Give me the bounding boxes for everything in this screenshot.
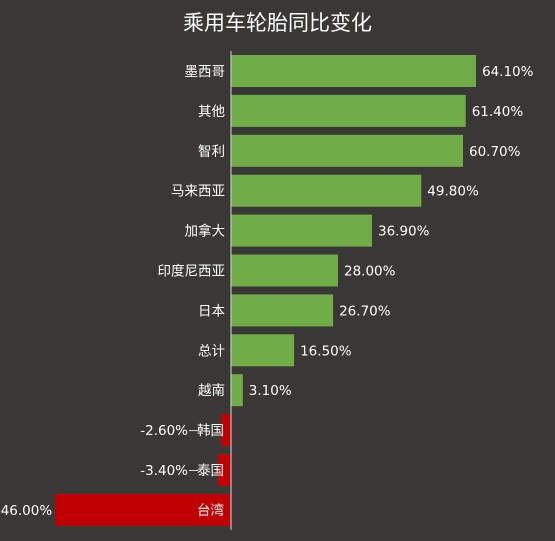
bar-1	[231, 94, 466, 127]
value-label-5: 28.00%	[344, 264, 396, 280]
bar-0	[231, 55, 476, 87]
category-label-11: 台湾	[197, 502, 224, 519]
value-label-8: 3.10%	[249, 383, 292, 399]
category-label-1: 其他	[198, 104, 225, 120]
category-label-10: 泰国	[197, 463, 224, 479]
value-label-7: 16.50%	[300, 343, 352, 359]
category-label-0: 墨西哥	[185, 64, 226, 80]
value-label-1: 61.40%	[472, 104, 524, 120]
value-label-0: 64.10%	[482, 64, 534, 80]
category-label-5: 印度尼西亚	[158, 264, 226, 280]
category-label-8: 越南	[198, 383, 225, 399]
bar-11	[55, 493, 232, 526]
category-label-9: 韩国	[197, 423, 224, 439]
category-label-4: 加拿大	[185, 223, 226, 240]
bars-group: 墨西哥 64.10% 其他 61.40% 智利 60.70% 马来西亚 49.80% 加拿大 36…	[0, 55, 534, 526]
bar-3	[231, 174, 422, 207]
category-label-2: 智利	[198, 144, 225, 160]
bar-4	[231, 214, 372, 247]
value-label-6: 26.70%	[339, 303, 391, 319]
bar-6	[231, 294, 334, 327]
value-label-11: -46.00%	[0, 503, 52, 519]
bar-7	[231, 334, 295, 367]
bar-2	[231, 134, 463, 167]
bar-9	[221, 414, 231, 447]
bar-10	[218, 454, 231, 486]
bar-5	[231, 254, 338, 287]
value-label-10: -3.40%	[140, 463, 188, 479]
bar-8	[231, 374, 243, 407]
category-label-3: 马来西亚	[171, 184, 225, 200]
category-label-6: 日本	[198, 303, 225, 319]
value-label-9: -2.60%	[140, 423, 188, 439]
chart-title: 乘用车轮胎同比变化	[183, 11, 372, 35]
value-label-4: 36.90%	[378, 224, 430, 240]
category-label-7: 总计	[198, 343, 225, 359]
value-label-3: 49.80%	[427, 184, 479, 200]
value-label-2: 60.70%	[469, 144, 521, 160]
